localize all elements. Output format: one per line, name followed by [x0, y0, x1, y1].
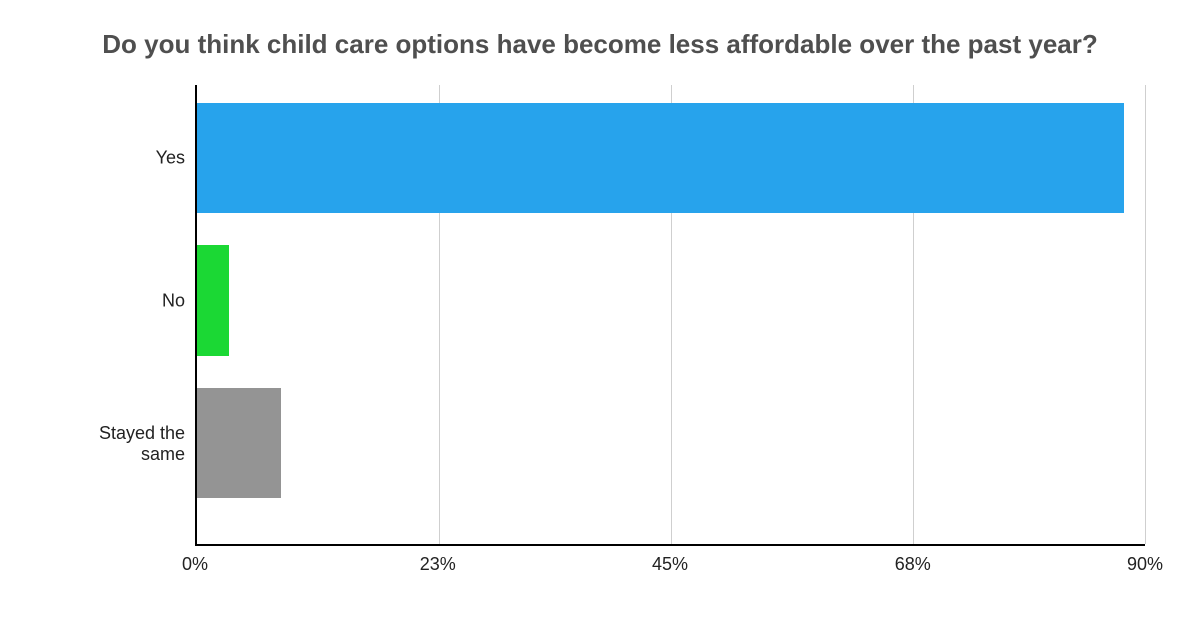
x-tick-label: 68% — [895, 554, 931, 575]
x-axis-labels: 0%23%45%68%90% — [195, 546, 1145, 586]
y-tick-label: Yes — [156, 148, 185, 169]
plot-area — [195, 85, 1145, 547]
bar — [197, 103, 1124, 213]
plot-row: Yes No Stayed the same — [55, 85, 1145, 547]
x-axis-spacer — [55, 546, 195, 586]
x-tick-label: 23% — [420, 554, 456, 575]
x-axis-row: 0%23%45%68%90% — [55, 546, 1145, 586]
chart-container: Do you think child care options have bec… — [0, 0, 1200, 626]
x-tick-label: 45% — [652, 554, 688, 575]
x-tick-label: 90% — [1127, 554, 1163, 575]
bar — [197, 388, 281, 498]
bar — [197, 245, 229, 355]
gridline — [1145, 85, 1146, 545]
chart-title: Do you think child care options have bec… — [55, 28, 1145, 61]
y-axis-labels: Yes No Stayed the same — [55, 85, 195, 547]
y-tick-label: Stayed the same — [55, 423, 185, 465]
y-tick-label: No — [162, 291, 185, 312]
x-tick-label: 0% — [182, 554, 208, 575]
